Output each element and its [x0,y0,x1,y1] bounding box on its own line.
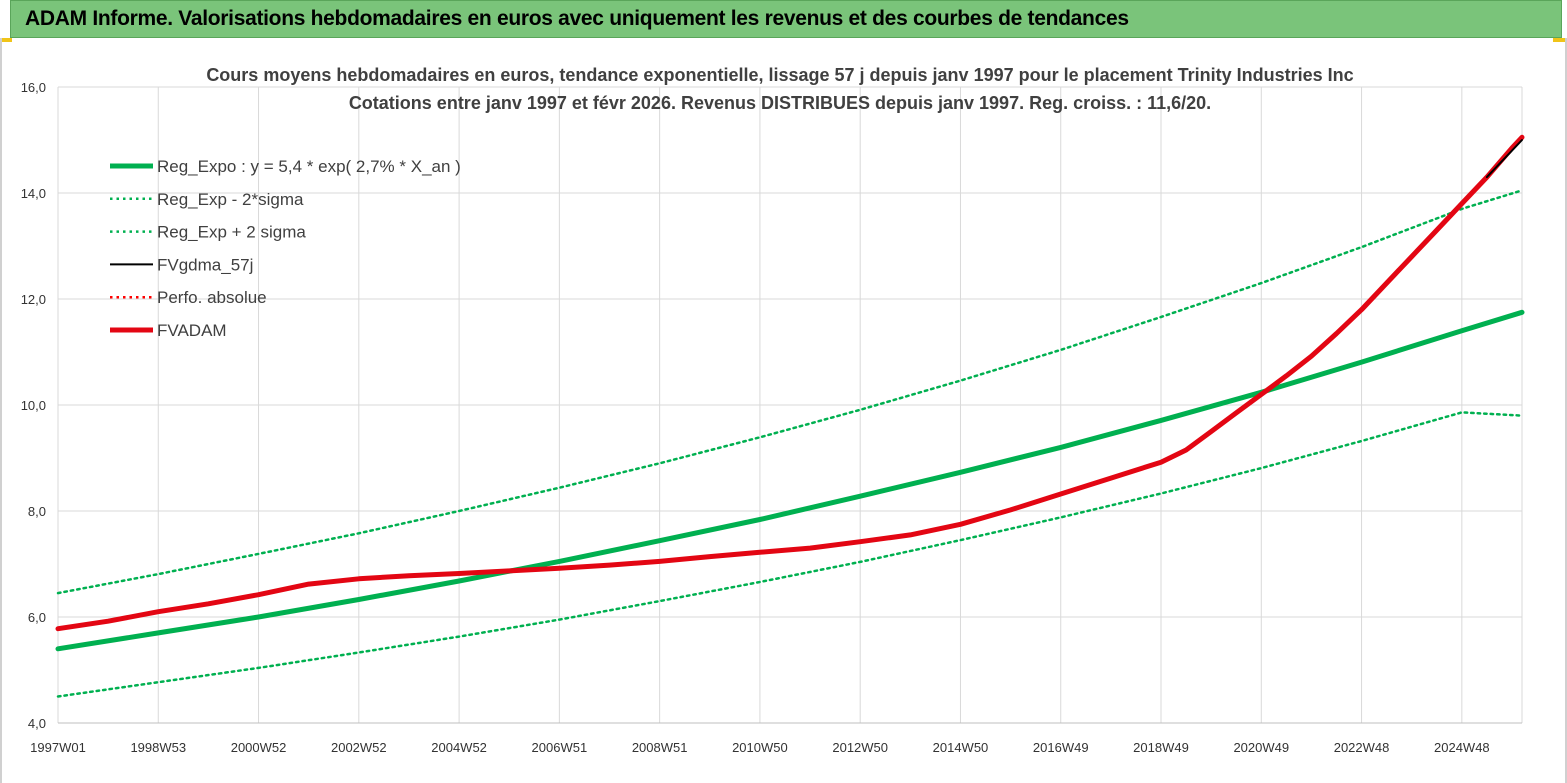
legend-label-1: Reg_Exp - 2*sigma [157,190,304,209]
x-tick-label: 2000W52 [231,740,287,755]
report-title: ADAM Informe. Valorisations hebdomadaire… [25,7,1129,30]
y-tick-label: 6,0 [28,610,46,625]
x-tick-label: 2010W50 [732,740,788,755]
y-axis-ticks: 4,0 6,0 8,0 10,0 12,0 14,0 16,0 [21,80,46,731]
series-line-3 [1485,139,1523,179]
x-axis-ticks: 1997W01 1998W53 2000W52 2002W52 2004W52 2006W… [30,740,1489,755]
y-tick-label: 10,0 [21,398,46,413]
legend-label-5: FVADAM [157,321,227,340]
x-tick-label: 2008W51 [632,740,688,755]
series-line-0 [55,309,1525,652]
x-tick-label: 2006W51 [532,740,588,755]
series-group [55,134,1525,698]
y-tick-label: 14,0 [21,186,46,201]
chart-subtitle: Cotations entre janv 1997 et févr 2026. … [349,93,1211,113]
x-tick-label: 2016W49 [1033,740,1089,755]
x-tick-label: 2024W48 [1434,740,1490,755]
x-tick-label: 2020W49 [1233,740,1289,755]
x-tick-label: 2014W50 [933,740,989,755]
legend-label-0: Reg_Expo : y = 5,4 * exp( 2,7% * X_an ) [157,157,461,176]
grid-lines [57,86,1523,724]
x-tick-label: 2018W49 [1133,740,1189,755]
x-tick-label: 2012W50 [832,740,888,755]
chart-title: Cours moyens hebdomadaires en euros, ten… [206,65,1353,85]
corner-mark-right [1553,38,1565,42]
chart-area [0,38,1567,783]
legend: Reg_Expo : y = 5,4 * exp( 2,7% * X_an ) R… [110,157,461,340]
corner-mark-left [0,38,12,42]
y-tick-label: 8,0 [28,504,46,519]
legend-label-2: Reg_Exp + 2 sigma [157,223,306,242]
x-tick-label: 2022W48 [1334,740,1390,755]
y-tick-label: 16,0 [21,80,46,95]
series-line-1 [56,411,1524,698]
legend-label-4: Perfo. absolue [157,288,267,307]
legend-label-3: FVgdma_57j [157,255,253,274]
x-tick-label: 1998W53 [130,740,186,755]
x-tick-label: 2002W52 [331,740,387,755]
series-line-2 [56,189,1524,595]
y-tick-label: 4,0 [28,716,46,731]
x-tick-label: 1997W01 [30,740,86,755]
y-tick-label: 12,0 [21,292,46,307]
x-tick-label: 2004W52 [431,740,487,755]
series-line-5 [55,134,1525,632]
report-banner: ADAM Informe. Valorisations hebdomadaire… [10,0,1562,38]
